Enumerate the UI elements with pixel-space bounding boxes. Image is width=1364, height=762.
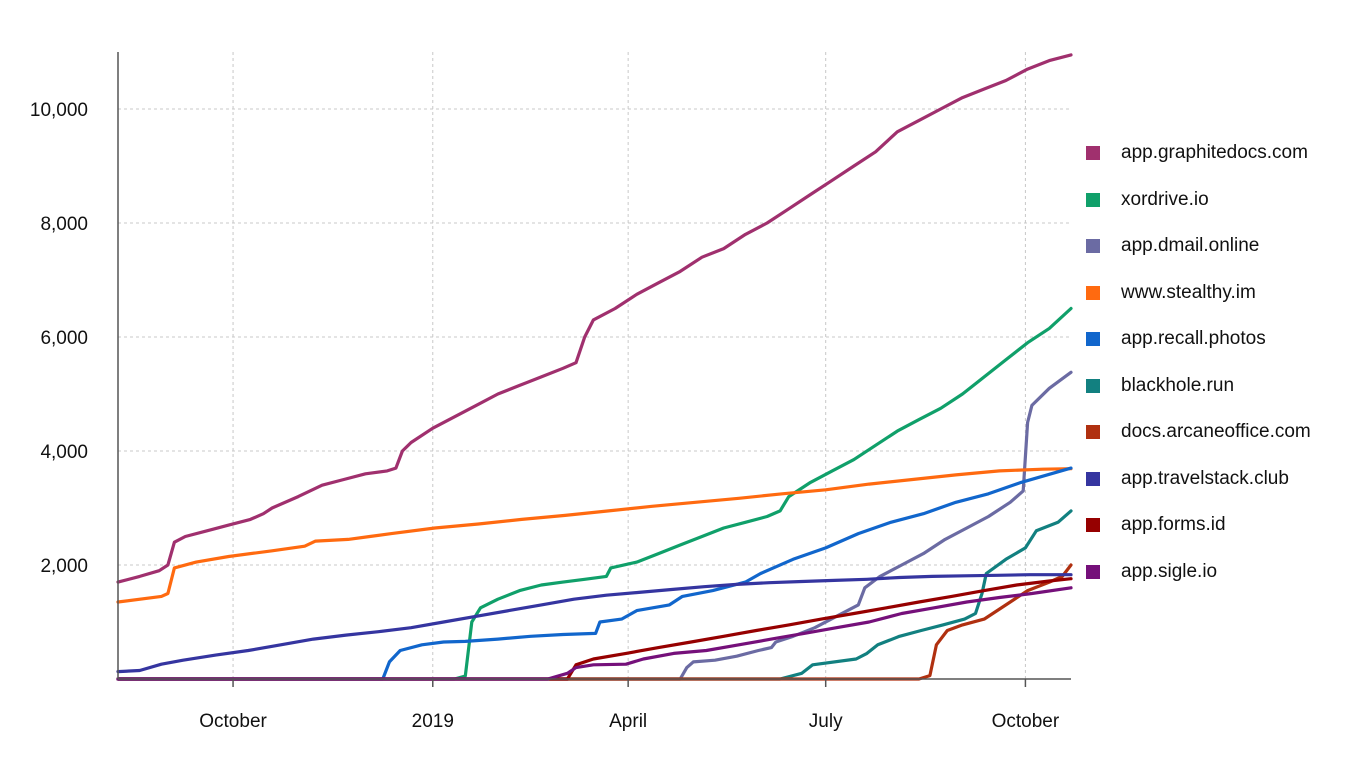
series-line-www-stealthy-im <box>116 467 1073 604</box>
legend-label: app.recall.photos <box>1121 328 1266 350</box>
legend-swatch <box>1086 564 1100 579</box>
legend-swatch <box>1086 285 1100 300</box>
y-tick-label: 6,000 <box>40 328 88 349</box>
x-tick-label: October <box>992 711 1060 732</box>
series-line-app-graphitedocs-com <box>116 53 1073 584</box>
series-line-blackhole-run <box>116 509 1073 681</box>
series-line-docs-arcaneoffice-com <box>116 563 1073 681</box>
legend-swatch <box>1086 471 1100 486</box>
series-line-app-sigle-io <box>116 586 1073 681</box>
legend-label: app.travelstack.club <box>1121 467 1289 489</box>
chart-grid <box>118 52 1071 679</box>
legend-item[interactable]: blackhole.run <box>1086 363 1361 410</box>
legend-swatch <box>1086 192 1100 207</box>
series-line-app-recall-photos <box>116 466 1073 681</box>
legend-swatch <box>1086 239 1100 254</box>
chart-legend: app.graphitedocs.com xordrive.io app.dmail… <box>1086 130 1361 595</box>
chart-series <box>116 53 1073 681</box>
chart-axes <box>117 52 1071 687</box>
legend-label: blackhole.run <box>1121 374 1235 396</box>
y-tick-label: 4,000 <box>40 442 88 463</box>
legend-swatch <box>1086 378 1100 393</box>
y-tick-label: 2,000 <box>40 556 88 577</box>
legend-item[interactable]: app.dmail.online <box>1086 223 1361 270</box>
legend-item[interactable]: app.travelstack.club <box>1086 456 1361 503</box>
legend-label: xordrive.io <box>1121 188 1209 210</box>
x-tick-label: April <box>609 711 647 732</box>
series-line-app-dmail-online <box>116 370 1073 681</box>
legend-label: app.graphitedocs.com <box>1121 142 1308 164</box>
chart-tick-labels: 2,000 4,000 6,000 8,000 10,000 October 2019 Apr… <box>30 100 1060 732</box>
series-line-xordrive-io <box>116 306 1073 681</box>
legend-item[interactable]: xordrive.io <box>1086 177 1361 224</box>
y-tick-label: 10,000 <box>30 100 88 121</box>
y-tick-label: 8,000 <box>40 214 88 235</box>
legend-label: app.dmail.online <box>1121 235 1260 257</box>
legend-label: docs.arcaneoffice.com <box>1121 421 1311 443</box>
legend-item[interactable]: app.forms.id <box>1086 502 1361 549</box>
x-tick-label: July <box>809 711 843 732</box>
x-tick-label: October <box>199 711 267 732</box>
legend-label: app.sigle.io <box>1121 560 1218 582</box>
legend-item[interactable]: app.graphitedocs.com <box>1086 130 1361 177</box>
legend-label: app.forms.id <box>1121 514 1226 536</box>
legend-item[interactable]: app.sigle.io <box>1086 549 1361 596</box>
legend-swatch <box>1086 518 1100 533</box>
legend-item[interactable]: docs.arcaneoffice.com <box>1086 409 1361 456</box>
series-line-app-forms-id <box>116 577 1073 681</box>
x-tick-label: 2019 <box>412 711 454 732</box>
legend-swatch <box>1086 425 1100 440</box>
legend-swatch <box>1086 332 1100 347</box>
legend-label: www.stealthy.im <box>1121 281 1256 303</box>
series-line-app-travelstack-club <box>116 573 1073 674</box>
legend-item[interactable]: www.stealthy.im <box>1086 270 1361 317</box>
legend-swatch <box>1086 146 1100 161</box>
legend-item[interactable]: app.recall.photos <box>1086 316 1361 363</box>
